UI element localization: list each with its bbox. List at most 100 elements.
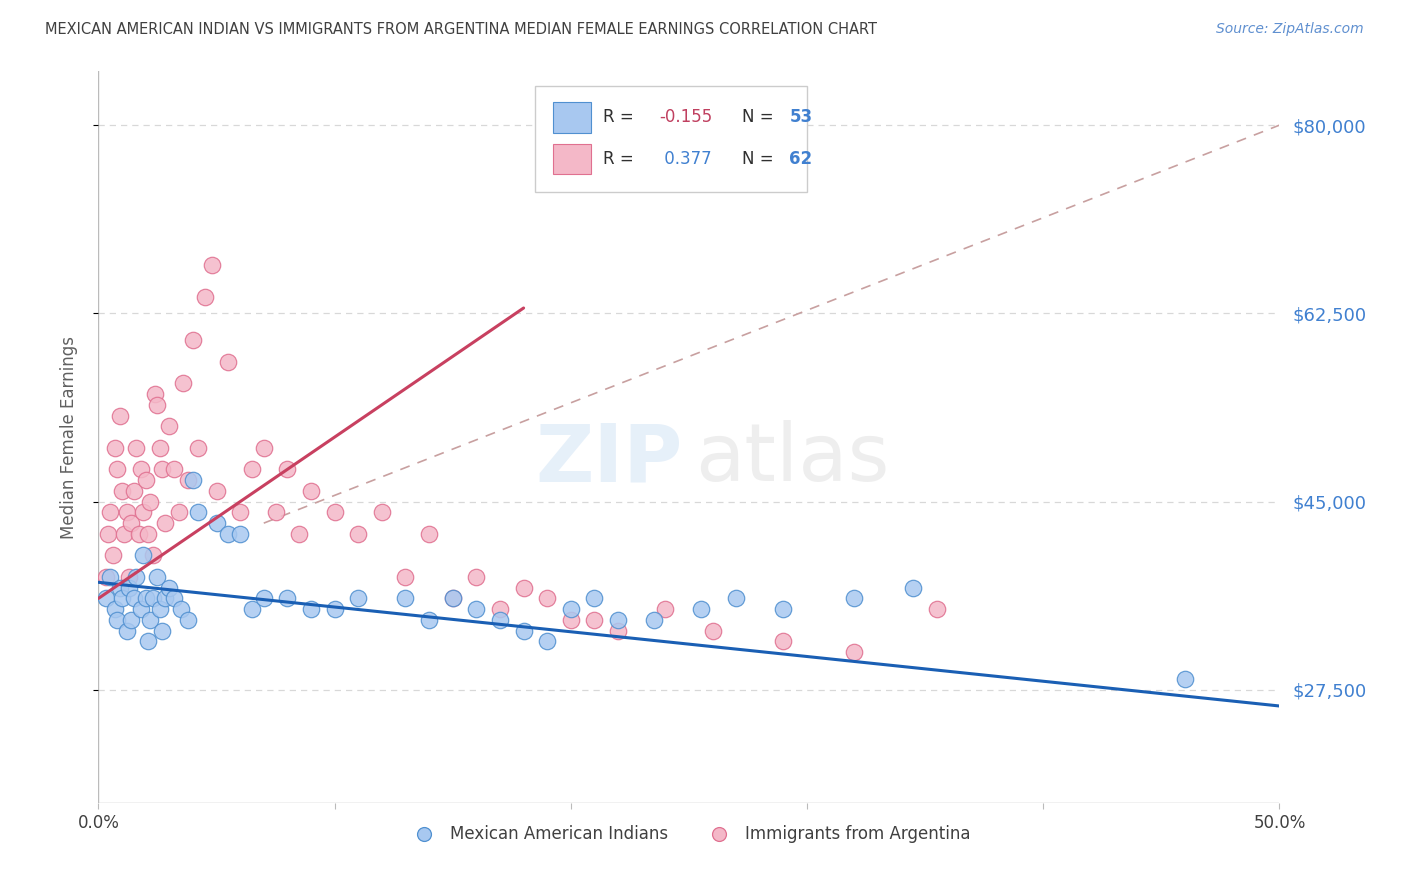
Point — [157, 581, 180, 595]
Point — [157, 419, 180, 434]
Point — [925, 602, 948, 616]
Point — [229, 505, 252, 519]
FancyBboxPatch shape — [536, 86, 807, 192]
Point — [347, 527, 370, 541]
Point — [172, 376, 194, 391]
Point — [132, 549, 155, 563]
Point — [229, 527, 252, 541]
Point — [512, 581, 534, 595]
Point — [702, 624, 724, 638]
Point — [135, 473, 157, 487]
Point — [371, 505, 394, 519]
Point — [146, 570, 169, 584]
Point — [129, 602, 152, 616]
Point — [465, 602, 488, 616]
Point — [153, 591, 176, 606]
Text: N =: N = — [742, 109, 779, 127]
Point — [323, 505, 346, 519]
Point — [105, 462, 128, 476]
Point — [394, 570, 416, 584]
Point — [153, 516, 176, 530]
Point — [217, 527, 239, 541]
Point — [276, 462, 298, 476]
Point — [299, 602, 322, 616]
Text: -0.155: -0.155 — [659, 109, 713, 127]
Point — [689, 602, 711, 616]
Point — [122, 591, 145, 606]
Point — [121, 613, 143, 627]
Point — [129, 462, 152, 476]
Text: R =: R = — [603, 150, 638, 168]
Point — [654, 602, 676, 616]
Point — [276, 591, 298, 606]
Point — [118, 581, 141, 595]
Point — [112, 527, 135, 541]
Point — [125, 441, 148, 455]
Y-axis label: Median Female Earnings: Median Female Earnings — [59, 335, 77, 539]
Point — [512, 624, 534, 638]
Point — [583, 591, 606, 606]
Point — [187, 505, 209, 519]
Point — [98, 505, 121, 519]
Point — [115, 505, 138, 519]
Point — [607, 624, 630, 638]
Point — [253, 441, 276, 455]
Point — [288, 527, 311, 541]
Text: N =: N = — [742, 150, 779, 168]
Point — [104, 441, 127, 455]
Point — [128, 527, 150, 541]
Point — [1174, 672, 1197, 686]
Point — [98, 570, 121, 584]
Point — [111, 591, 134, 606]
Point — [118, 570, 141, 584]
Point — [536, 591, 558, 606]
Text: 62: 62 — [789, 150, 813, 168]
Point — [187, 441, 209, 455]
Point — [725, 591, 748, 606]
Point — [150, 624, 173, 638]
Point — [643, 613, 665, 627]
Text: 0.377: 0.377 — [659, 150, 711, 168]
Point — [143, 387, 166, 401]
Point — [441, 591, 464, 606]
Point — [418, 527, 440, 541]
Point — [844, 591, 866, 606]
Text: R =: R = — [603, 109, 638, 127]
Point — [205, 483, 228, 498]
Point — [142, 549, 165, 563]
FancyBboxPatch shape — [553, 144, 591, 175]
Legend: Mexican American Indians, Immigrants from Argentina: Mexican American Indians, Immigrants fro… — [401, 818, 977, 849]
Point — [94, 570, 117, 584]
Point — [104, 602, 127, 616]
Point — [149, 602, 172, 616]
Point — [347, 591, 370, 606]
Point — [149, 441, 172, 455]
Point — [108, 409, 131, 423]
Point — [194, 290, 217, 304]
Point — [115, 624, 138, 638]
Point — [264, 505, 287, 519]
Point — [844, 645, 866, 659]
Point — [132, 505, 155, 519]
Point — [205, 516, 228, 530]
Point — [167, 505, 190, 519]
Point — [772, 634, 794, 648]
Point — [607, 613, 630, 627]
Point — [139, 494, 162, 508]
Point — [121, 516, 143, 530]
Text: 53: 53 — [789, 109, 813, 127]
Point — [97, 527, 120, 541]
Point — [163, 591, 186, 606]
Text: ZIP: ZIP — [536, 420, 683, 498]
Point — [108, 581, 131, 595]
Point — [441, 591, 464, 606]
Point — [170, 602, 193, 616]
Point — [135, 591, 157, 606]
FancyBboxPatch shape — [553, 102, 591, 133]
Point — [217, 355, 239, 369]
Point — [394, 591, 416, 606]
Point — [489, 613, 512, 627]
Point — [150, 462, 173, 476]
Point — [139, 613, 162, 627]
Point — [142, 591, 165, 606]
